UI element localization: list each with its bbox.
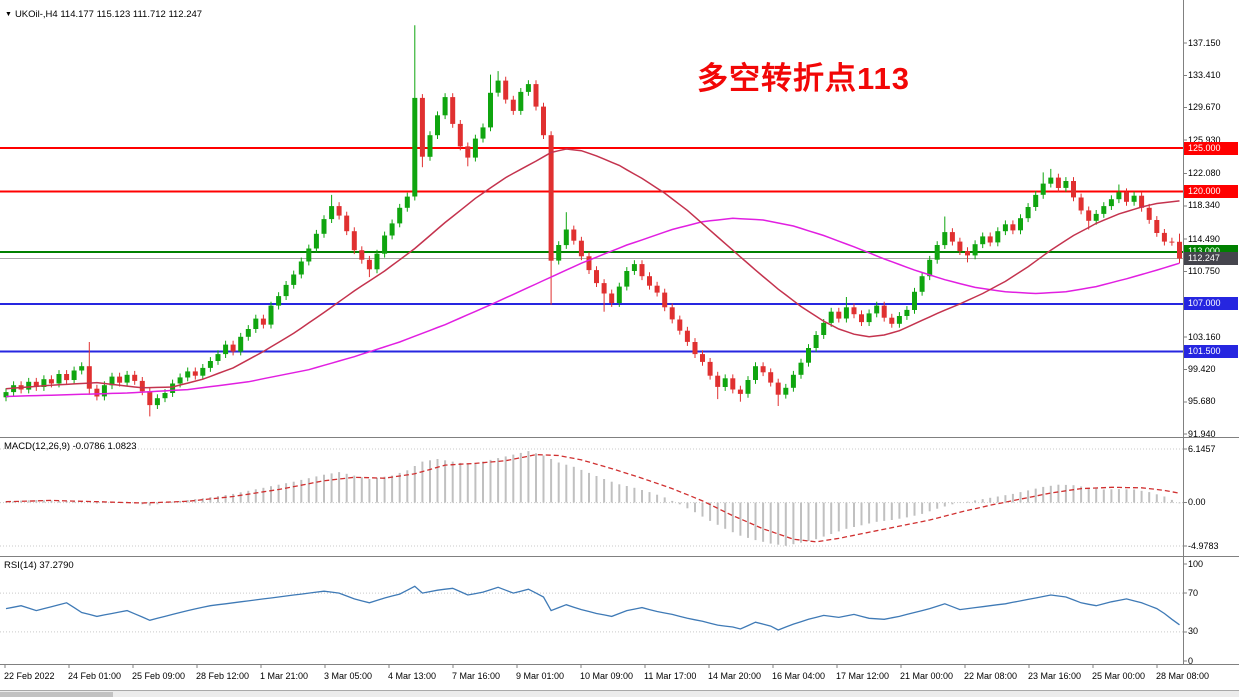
time-axis-label: 22 Feb 2022 xyxy=(4,671,55,681)
price-axis-label: 129.670 xyxy=(1188,102,1221,113)
price-axis-label: 91.940 xyxy=(1188,428,1216,439)
time-axis-label: 14 Mar 20:00 xyxy=(708,671,762,681)
macd-axis-label: 6.1457 xyxy=(1188,443,1216,454)
rsi-axis-label: 0 xyxy=(1188,655,1194,666)
symbol-ohlc-text: UKOil-,H4 114.177 115.123 111.712 112.24… xyxy=(14,9,203,20)
time-axis-label: 10 Mar 09:00 xyxy=(580,671,634,681)
symbol-info: ▼ UKOil-,H4 114.177 115.123 111.712 112.2… xyxy=(5,9,202,20)
time-axis-label: 23 Mar 16:00 xyxy=(1028,671,1082,681)
time-axis-label: 28 Feb 12:00 xyxy=(196,671,250,681)
time-axis-label: 17 Mar 12:00 xyxy=(836,671,890,681)
time-axis-label: 1 Mar 21:00 xyxy=(260,671,309,681)
hline-price-badge: 120.000 xyxy=(1184,184,1238,198)
rsi-axis-label: 70 xyxy=(1188,587,1199,598)
time-axis-label: 25 Mar 00:00 xyxy=(1092,671,1146,681)
rsi-axis-label: 100 xyxy=(1188,558,1204,569)
panel-separators xyxy=(0,0,1239,665)
rsi-indicator-label: RSI(14) 37.2790 xyxy=(4,560,74,571)
time-axis-label: 9 Mar 01:00 xyxy=(516,671,565,681)
current-price-badge: 112.247 xyxy=(1184,251,1238,265)
ma-slow-line xyxy=(5,217,1180,398)
rsi-axis-label: 30 xyxy=(1188,626,1199,637)
price-axis-label: 125.930 xyxy=(1188,134,1221,145)
indicator-level-lines xyxy=(0,448,1183,633)
price-axis-label: 99.420 xyxy=(1188,363,1216,374)
time-axis-label: 25 Feb 09:00 xyxy=(132,671,186,681)
horizontal-scrollbar[interactable] xyxy=(0,690,1239,697)
hline-price-badge: 125.000 xyxy=(1184,141,1238,155)
price-axis-label: 137.150 xyxy=(1188,37,1221,48)
price-axis-label: 110.750 xyxy=(1188,265,1220,276)
time-axis-label: 22 Mar 08:00 xyxy=(964,671,1018,681)
hline-price-badge: 107.000 xyxy=(1184,297,1238,311)
time-axis-label: 21 Mar 00:00 xyxy=(900,671,954,681)
macd-axis-label: 0.00 xyxy=(1188,497,1206,508)
macd-axis-label: -4.9783 xyxy=(1188,540,1219,551)
chart-annotation[interactable]: 多空转折点113 xyxy=(697,61,911,96)
time-axis-label: 24 Feb 01:00 xyxy=(68,671,122,681)
hline-price-badge: 101.500 xyxy=(1184,344,1238,358)
macd-indicator-label: MACD(12,26,9) -0.0786 1.0823 xyxy=(4,441,137,452)
price-axis-label: 122.080 xyxy=(1188,167,1221,178)
price-axis-label: 114.490 xyxy=(1188,233,1220,244)
time-axis-label: 16 Mar 04:00 xyxy=(772,671,826,681)
macd-signal-line xyxy=(5,453,1180,543)
time-axis-label: 11 Mar 17:00 xyxy=(644,671,697,681)
collapse-arrow-icon[interactable]: ▼ xyxy=(5,11,12,18)
axis-tick-marks xyxy=(4,42,1187,668)
macd-histogram xyxy=(5,451,1181,546)
price-axis-label: 103.160 xyxy=(1188,331,1221,342)
rsi-line xyxy=(5,585,1180,631)
time-axis-label: 28 Mar 08:00 xyxy=(1156,671,1210,681)
ma-fast-line xyxy=(5,148,1180,390)
time-axis-label: 4 Mar 13:00 xyxy=(388,671,437,681)
price-axis-label: 95.680 xyxy=(1188,396,1216,407)
candles xyxy=(3,25,1182,417)
price-axis-label: 118.340 xyxy=(1188,200,1220,211)
time-axis-label: 7 Mar 16:00 xyxy=(452,671,501,681)
time-axis-label: 3 Mar 05:00 xyxy=(324,671,373,681)
scrollbar-thumb[interactable] xyxy=(0,692,113,697)
price-axis-label: 133.410 xyxy=(1188,69,1221,80)
